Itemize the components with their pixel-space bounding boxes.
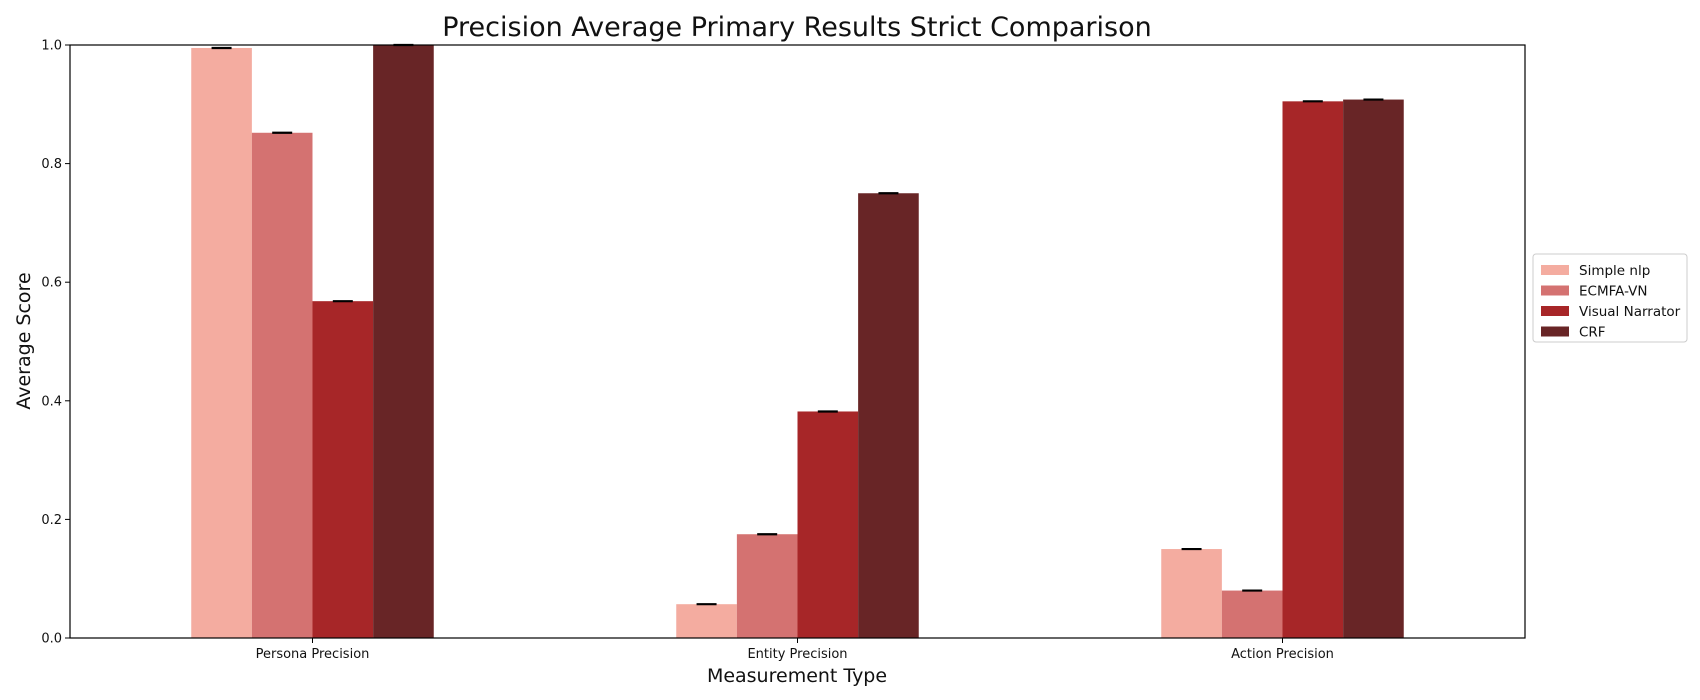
bars-layer <box>191 43 1404 638</box>
legend-swatch <box>1541 285 1569 296</box>
bar-crf-0 <box>373 45 434 638</box>
legend-swatch <box>1541 265 1569 275</box>
legend-label: CRF <box>1579 325 1606 341</box>
y-tick-label: 0.0 <box>41 632 62 647</box>
y-tick-label: 0.6 <box>41 276 62 291</box>
legend-label: Simple nlp <box>1579 263 1650 279</box>
x-tick-label: Entity Precision <box>747 647 847 662</box>
bar-simple-nlp-0 <box>191 47 252 638</box>
legend-swatch <box>1541 306 1569 316</box>
x-tick-label: Persona Precision <box>256 647 370 662</box>
y-tick-label: 0.2 <box>41 513 62 528</box>
bar-crf-2 <box>1343 99 1404 638</box>
legend-label: Visual Narrator <box>1579 304 1681 320</box>
bar-simple-nlp-2 <box>1161 549 1222 638</box>
legend: Simple nlp ECMFA-VN Visual Narrator CRF <box>1532 253 1688 343</box>
bar-ecmfa-vn-0 <box>251 132 313 638</box>
y-axis: 0.0 0.2 0.4 0.6 0.8 1.0 <box>41 39 70 647</box>
y-tick-label: 0.4 <box>41 394 62 409</box>
x-axis: Persona Precision Entity Precision Action … <box>256 638 1334 662</box>
x-tick-label: Action Precision <box>1231 647 1334 662</box>
legend-swatch <box>1541 326 1569 337</box>
x-axis-label: Measurement Type <box>707 665 887 687</box>
y-tick-label: 1.0 <box>41 39 62 54</box>
y-tick-label: 0.8 <box>41 157 62 172</box>
legend-label: ECMFA-VN <box>1579 284 1647 300</box>
y-axis-label: Average Score <box>13 272 35 409</box>
bar-crf-1 <box>858 193 919 638</box>
bar-visual-narrator-1 <box>797 411 859 638</box>
bar-ecmfa-vn-2 <box>1221 590 1283 638</box>
bar-visual-narrator-2 <box>1282 101 1344 638</box>
bar-simple-nlp-1 <box>676 604 737 638</box>
legend-frame <box>1532 253 1688 343</box>
chart-title: Precision Average Primary Results Strict… <box>442 12 1152 43</box>
bar-visual-narrator-0 <box>312 301 374 638</box>
bar-ecmfa-vn-1 <box>736 534 798 638</box>
